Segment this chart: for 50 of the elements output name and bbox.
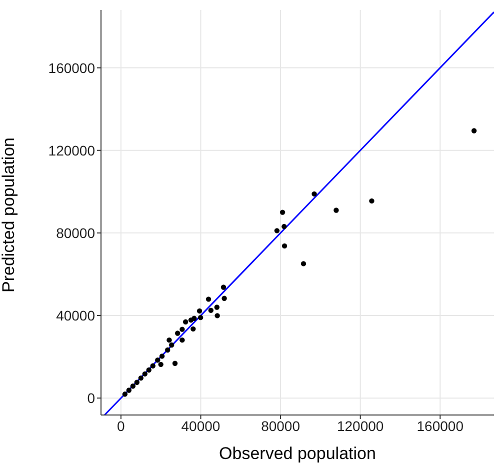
point [274,228,280,234]
point [158,362,164,368]
point [169,342,174,348]
point [471,128,477,134]
point [312,191,317,197]
point [220,284,226,290]
y-tick-label: 160000 [48,60,96,76]
point [155,357,160,363]
point [165,347,170,353]
point [214,313,220,318]
point [172,360,178,366]
point [180,337,185,343]
point [182,319,188,325]
point [134,380,140,385]
x-tick-label: 160000 [416,418,464,434]
point [159,354,165,359]
point [175,330,180,336]
point [196,308,202,314]
point [180,326,185,332]
point [130,384,136,389]
x-axis-title: Observed population [219,444,376,463]
x-tick-label: 0 [117,418,126,434]
y-tick-label: 80000 [56,224,96,241]
point [150,363,156,368]
point [208,308,214,313]
point [146,367,152,373]
point [334,208,339,213]
point [138,375,144,381]
point [190,326,196,332]
point [206,296,212,302]
point [142,371,148,377]
point [214,304,220,310]
point [126,388,132,393]
point [300,261,306,266]
y-tick-label: 40000 [56,307,96,324]
x-tick-label: 80000 [261,418,300,434]
point [166,337,172,343]
point [198,314,204,320]
point [369,198,374,204]
point [282,243,288,249]
y-axis-title: Predicted population [0,137,18,292]
x-tick-label: 40000 [181,418,220,434]
point [282,224,287,230]
point [280,210,286,215]
point [192,316,197,321]
point [222,296,227,301]
y-tick-label: 0 [87,390,96,406]
point [122,392,128,397]
x-tick-label: 120000 [336,418,384,434]
y-tick-label: 120000 [48,142,96,158]
